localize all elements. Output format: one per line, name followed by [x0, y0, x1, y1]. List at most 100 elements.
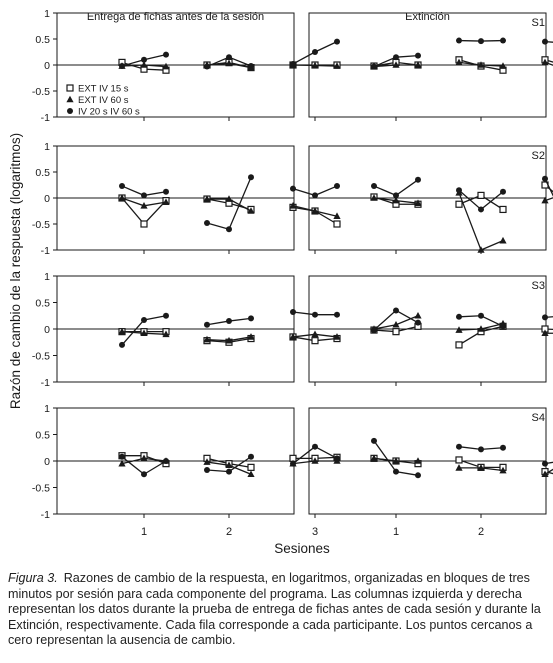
- legend-label: IV 20 s IV 60 s: [78, 107, 140, 118]
- y-tick-label: 1: [44, 8, 50, 20]
- y-tick-label: 1: [44, 141, 50, 153]
- marker-ext60: [140, 202, 148, 209]
- marker-iv20: [119, 63, 125, 70]
- legend-label: EXT IV 60 s: [78, 95, 129, 106]
- marker-iv20: [290, 460, 296, 467]
- y-tick-label: -1: [41, 377, 50, 389]
- marker-iv20: [248, 315, 254, 322]
- marker-iv20: [393, 307, 399, 314]
- marker-iv20: [312, 443, 318, 450]
- marker-ext60: [140, 329, 148, 337]
- marker-ext15: [311, 337, 319, 345]
- marker-iv20: [226, 318, 232, 325]
- marker-ext60: [392, 196, 400, 204]
- marker-ext60: [333, 62, 341, 69]
- y-tick-label: 0.5: [35, 167, 50, 179]
- marker-iv20: [334, 38, 340, 45]
- marker-iv20: [163, 312, 169, 319]
- marker-iv20: [204, 219, 210, 226]
- y-tick-label: 1: [44, 271, 50, 283]
- y-axis-label: Razón de cambio de la respuesta (logarit…: [8, 133, 23, 409]
- marker-iv20: [141, 471, 147, 478]
- marker-ext60: [311, 330, 319, 338]
- x-tick-label: 1: [141, 526, 147, 538]
- marker-iv20: [478, 312, 484, 319]
- marker-iv20: [204, 467, 210, 474]
- marker-ext60: [203, 335, 211, 343]
- marker-ext60: [370, 194, 378, 201]
- marker-ext60: [541, 470, 549, 478]
- marker-ext60: [311, 457, 319, 464]
- marker-iv20: [542, 175, 548, 182]
- marker-ext60: [225, 336, 233, 344]
- marker-ext60: [225, 195, 233, 202]
- caption-text: Razones de cambio de la respuesta, en lo…: [8, 571, 541, 648]
- series-line-ext60: [545, 332, 553, 334]
- marker-iv20: [371, 63, 377, 70]
- series-line-iv20: [544, 461, 553, 465]
- marker-ext60: [118, 459, 126, 467]
- y-tick-label: -0.5: [32, 219, 50, 231]
- marker-ext15: [455, 200, 463, 208]
- y-tick-label: -0.5: [32, 86, 50, 98]
- marker-iv20: [500, 444, 506, 451]
- marker-iv20: [248, 453, 254, 460]
- column-title: Extinción: [405, 11, 450, 23]
- series-line-ext15: [121, 197, 167, 225]
- marker-iv20: [478, 206, 484, 213]
- series-line-iv20: [544, 40, 553, 43]
- marker-ext60: [225, 59, 233, 67]
- series-line-ext60: [544, 468, 553, 475]
- marker-iv20: [119, 453, 125, 460]
- y-tick-label: 0.5: [35, 34, 50, 46]
- y-tick-label: 0: [44, 324, 50, 336]
- marker-iv20: [290, 60, 296, 67]
- marker-iv20: [163, 51, 169, 58]
- marker-iv20: [393, 54, 399, 61]
- marker-iv20: [119, 183, 125, 190]
- marker-iv20: [334, 311, 340, 318]
- column-title: Entrega de fichas antes de la sesión: [87, 11, 264, 23]
- series-line-ext15: [544, 59, 553, 63]
- series-line-ext15: [544, 328, 553, 331]
- marker-iv20: [226, 226, 232, 233]
- marker-ext15: [140, 220, 148, 228]
- marker-iv20: [542, 460, 548, 467]
- marker-ext60: [333, 333, 341, 340]
- marker-iv20: [141, 192, 147, 199]
- marker-ext60: [455, 326, 463, 333]
- marker-iv20: [226, 468, 232, 475]
- x-tick-label: 2: [226, 526, 232, 538]
- marker-iv20: [226, 54, 232, 61]
- y-tick-label: 0: [44, 456, 50, 468]
- y-tick-label: 0: [44, 193, 50, 205]
- marker-ext60: [370, 454, 378, 462]
- marker-ext60: [247, 333, 255, 340]
- marker-ext60: [203, 458, 211, 465]
- marker-iv20: [500, 188, 506, 195]
- y-tick-label: -0.5: [32, 351, 50, 363]
- marker-iv20: [500, 37, 506, 44]
- y-tick-label: 0.5: [35, 430, 50, 442]
- marker-ext15: [455, 456, 463, 464]
- series-line-ext15: [544, 470, 553, 475]
- marker-ext60: [455, 58, 463, 66]
- series-line-ext60: [544, 61, 553, 66]
- marker-iv20: [415, 52, 421, 59]
- marker-ext60: [414, 457, 422, 464]
- marker-iv20: [334, 183, 340, 190]
- marker-iv20: [312, 192, 318, 199]
- marker-ext60: [162, 62, 170, 70]
- marker-ext60: [66, 95, 74, 103]
- marker-ext60: [541, 329, 549, 337]
- series-line-ext60: [544, 197, 553, 202]
- marker-iv20: [456, 443, 462, 450]
- marker-ext60: [499, 62, 507, 69]
- marker-ext60: [455, 464, 463, 471]
- x-axis-label: Sesiones: [274, 541, 330, 556]
- marker-ext60: [118, 194, 126, 201]
- marker-iv20: [500, 323, 506, 330]
- marker-ext60: [289, 333, 297, 340]
- marker-iv20: [163, 188, 169, 195]
- marker-ext15: [455, 341, 463, 349]
